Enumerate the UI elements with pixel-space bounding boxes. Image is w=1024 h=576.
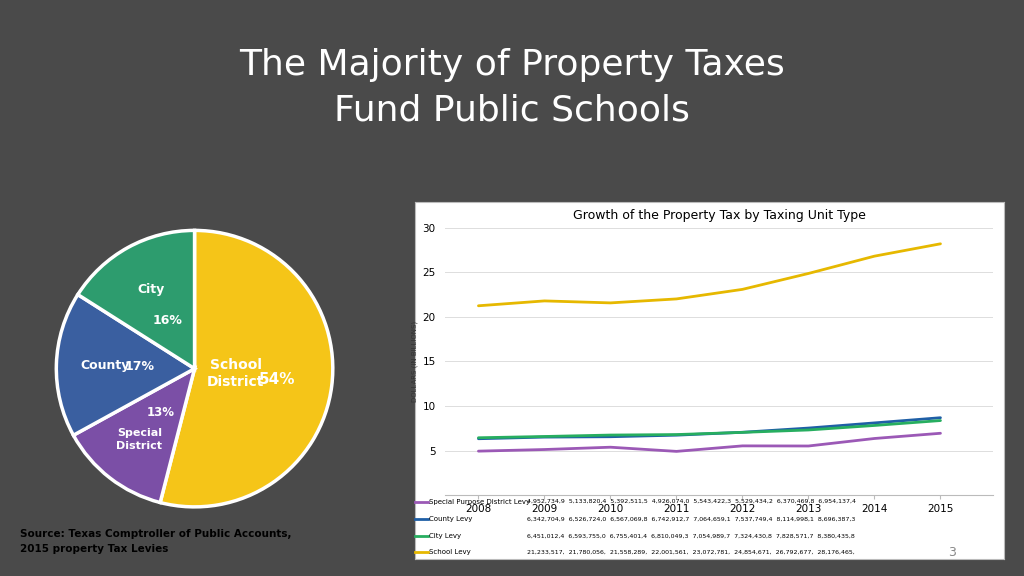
Text: Special Purpose District Levy: Special Purpose District Levy	[429, 499, 530, 505]
Text: 3: 3	[948, 547, 956, 559]
Text: 6,451,012,4  6,593,755,0  6,755,401,4  6,810,049,3  7,054,989,7  7,324,430,8  7,: 6,451,012,4 6,593,755,0 6,755,401,4 6,81…	[526, 534, 854, 539]
Wedge shape	[78, 230, 195, 369]
Text: School Levy: School Levy	[429, 549, 471, 555]
Text: City Levy: City Levy	[429, 533, 462, 539]
Wedge shape	[74, 369, 195, 502]
Wedge shape	[56, 294, 195, 435]
Text: 13%: 13%	[146, 406, 175, 419]
Text: The Majority of Property Taxes
Fund Public Schools: The Majority of Property Taxes Fund Publ…	[240, 48, 784, 128]
Y-axis label: DOLLARS (IN BILLIONS): DOLLARS (IN BILLIONS)	[412, 321, 418, 402]
Text: 21,233,517,  21,780,056,  21,558,289,  22,001,561,  23,072,781,  24,854,671,  26: 21,233,517, 21,780,056, 21,558,289, 22,0…	[526, 550, 854, 555]
Wedge shape	[160, 230, 333, 507]
Text: 16%: 16%	[153, 314, 183, 327]
Text: 6,342,704,9  6,526,724,0  6,567,069,8  6,742,912,7  7,064,659,1  7,537,749,4  8,: 6,342,704,9 6,526,724,0 6,567,069,8 6,74…	[526, 517, 855, 521]
Text: 54%: 54%	[259, 372, 295, 386]
Text: School
District: School District	[207, 358, 264, 389]
Text: 17%: 17%	[124, 361, 155, 373]
Text: City: City	[137, 283, 165, 297]
Text: Source: Texas Comptroller of Public Accounts,
2015 property Tax Levies: Source: Texas Comptroller of Public Acco…	[20, 529, 292, 554]
Text: Special
District: Special District	[117, 429, 163, 451]
Text: 4,952,734,9  5,133,820,4  5,392,511,5  4,926,074,0  5,543,422,3  5,529,434,2  6,: 4,952,734,9 5,133,820,4 5,392,511,5 4,92…	[526, 499, 856, 504]
Title: Growth of the Property Tax by Taxing Unit Type: Growth of the Property Tax by Taxing Uni…	[572, 209, 866, 222]
Text: County Levy: County Levy	[429, 516, 473, 522]
Text: County: County	[80, 359, 129, 372]
